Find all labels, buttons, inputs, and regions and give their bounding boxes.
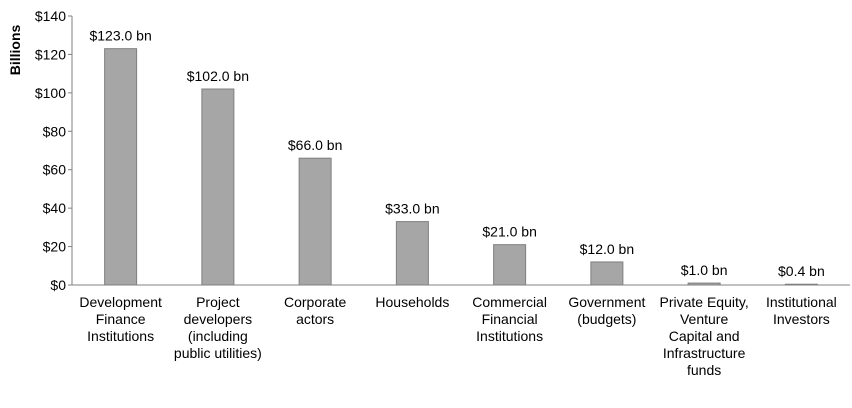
value-label: $1.0 bn <box>681 262 728 278</box>
bar <box>298 157 332 286</box>
bar <box>784 283 818 286</box>
bar <box>687 282 721 286</box>
value-label: $123.0 bn <box>89 28 151 44</box>
x-tick-label: Households <box>375 294 449 310</box>
value-label: $102.0 bn <box>187 68 249 84</box>
y-tick-label: $140 <box>35 8 66 24</box>
y-tick-label: $80 <box>43 123 67 139</box>
y-tick-label: $40 <box>43 200 67 216</box>
y-axis-title: Billions <box>7 25 23 76</box>
x-tick-label: Project developers (including public utilit… <box>174 294 262 361</box>
y-tick-label: $100 <box>35 85 66 101</box>
value-label: $0.4 bn <box>778 263 825 279</box>
y-tick-label: $120 <box>35 46 66 62</box>
value-label: $66.0 bn <box>288 137 343 153</box>
x-tick-label: Development Finance Institutions <box>79 294 162 344</box>
y-tick-label: $0 <box>50 277 66 293</box>
x-tick-label: Commercial Financial Institutions <box>472 294 547 344</box>
bar <box>493 244 527 286</box>
bar <box>104 48 138 286</box>
bar <box>590 261 624 286</box>
y-tick-label: $60 <box>43 162 67 178</box>
value-label: $12.0 bn <box>580 241 635 257</box>
x-tick-label: Institutional Investors <box>766 294 837 327</box>
x-tick-label: Corporate actors <box>284 294 346 327</box>
x-tick-label: Government (budgets) <box>568 294 645 327</box>
value-label: $33.0 bn <box>385 201 440 217</box>
bar <box>395 221 429 286</box>
value-label: $21.0 bn <box>482 224 537 240</box>
y-tick-label: $20 <box>43 239 67 255</box>
x-tick-label: Private Equity, Venture Capital and Infrast… <box>660 294 749 378</box>
bar <box>201 88 235 286</box>
